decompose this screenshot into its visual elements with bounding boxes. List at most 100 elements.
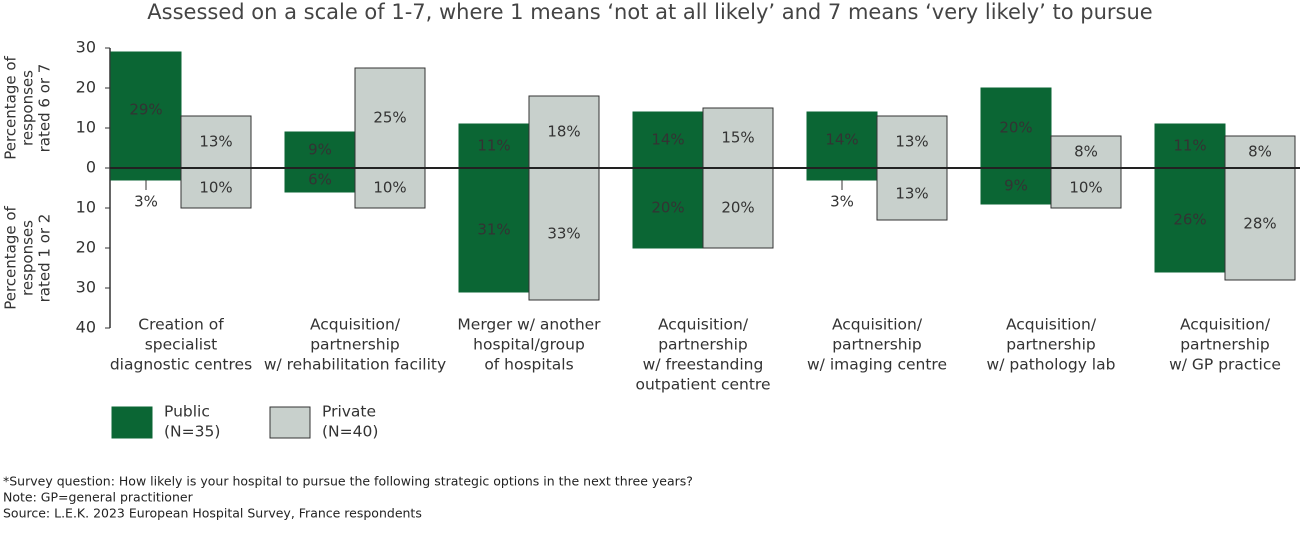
- value-label: 28%: [1243, 215, 1276, 233]
- value-label: 10%: [1069, 179, 1102, 197]
- x-tick-label: partnership: [310, 336, 400, 354]
- legend-label: (N=35): [164, 423, 220, 441]
- value-label: 29%: [129, 101, 162, 119]
- bar: [1050, 167, 1122, 209]
- y-tick-label: 20: [76, 238, 96, 257]
- bar: [284, 167, 356, 193]
- y-tick-label: 10: [76, 118, 96, 137]
- y-tick-label: 0: [86, 158, 96, 177]
- value-label: 10%: [373, 179, 406, 197]
- bar: [110, 167, 182, 181]
- y-axis-label: responses: [19, 220, 37, 296]
- value-label: 15%: [721, 129, 754, 147]
- value-label: 31%: [477, 221, 510, 239]
- value-label: 14%: [825, 131, 858, 149]
- bar: [458, 123, 530, 169]
- bar: [1154, 123, 1226, 169]
- bar: [354, 167, 426, 209]
- bar: [458, 167, 530, 293]
- bar: [806, 167, 878, 181]
- x-tick-label: w/ imaging centre: [807, 356, 947, 374]
- value-label: 25%: [373, 109, 406, 127]
- bar: [876, 167, 948, 221]
- x-tick-label: partnership: [1180, 336, 1270, 354]
- value-label: 13%: [895, 185, 928, 203]
- x-tick-label: partnership: [658, 336, 748, 354]
- bar: [284, 131, 356, 169]
- x-tick-label: Acquisition/: [1180, 316, 1271, 334]
- value-label: 13%: [199, 133, 232, 151]
- x-tick-label: w/ pathology lab: [987, 356, 1116, 374]
- footnote: Note: GP=general practitioner: [3, 490, 194, 505]
- value-label: 26%: [1173, 211, 1206, 229]
- x-tick-label: Acquisition/: [832, 316, 923, 334]
- legend-swatch: [111, 406, 153, 439]
- bar: [702, 107, 774, 169]
- x-tick-label: specialist: [145, 336, 218, 354]
- value-label: 13%: [895, 133, 928, 151]
- value-label: 20%: [651, 199, 684, 217]
- value-label: 11%: [1173, 137, 1206, 155]
- value-label: 3%: [134, 193, 158, 211]
- x-tick-label: hospital/group: [473, 336, 585, 354]
- bar: [1050, 135, 1122, 169]
- footnote: *Survey question: How likely is your hos…: [3, 474, 693, 489]
- legend-label: (N=40): [322, 423, 378, 441]
- bar: [806, 111, 878, 169]
- bar: [632, 167, 704, 249]
- legend-label: Public: [164, 403, 210, 421]
- x-tick-label: diagnostic centres: [110, 356, 252, 374]
- y-axis-label: rated 6 or 7: [36, 64, 54, 153]
- value-label: 3%: [830, 193, 854, 211]
- value-label: 20%: [721, 199, 754, 217]
- bar: [980, 167, 1052, 205]
- y-tick-label: 30: [76, 38, 96, 57]
- legend-swatch: [269, 406, 311, 439]
- value-label: 18%: [547, 123, 580, 141]
- value-label: 6%: [308, 171, 332, 189]
- y-axis-label: responses: [19, 70, 37, 146]
- value-label: 8%: [1248, 143, 1272, 161]
- x-tick-label: partnership: [832, 336, 922, 354]
- value-label: 8%: [1074, 143, 1098, 161]
- bar: [980, 87, 1052, 169]
- x-tick-label: partnership: [1006, 336, 1096, 354]
- bar: [632, 111, 704, 169]
- bar: [528, 95, 600, 169]
- x-tick-label: w/ GP practice: [1169, 356, 1281, 374]
- x-tick-label: w/ freestanding: [643, 356, 764, 374]
- bar: [528, 167, 600, 301]
- y-tick-label: 30: [76, 278, 96, 297]
- x-tick-label: Merger w/ another: [457, 316, 601, 334]
- value-label: 14%: [651, 131, 684, 149]
- legend-label: Private: [322, 403, 376, 421]
- x-tick-label: Acquisition/: [658, 316, 749, 334]
- footnote: Source: L.E.K. 2023 European Hospital Su…: [3, 506, 422, 521]
- y-tick-label: 10: [76, 198, 96, 217]
- value-label: 11%: [477, 137, 510, 155]
- value-label: 9%: [308, 141, 332, 159]
- bar: [354, 67, 426, 169]
- bar: [1154, 167, 1226, 273]
- x-tick-label: w/ rehabilitation facility: [264, 356, 446, 374]
- y-axis-label: Percentage of: [2, 205, 20, 309]
- bar: [702, 167, 774, 249]
- bar: [876, 115, 948, 169]
- x-tick-label: Creation of: [138, 316, 224, 334]
- y-tick-label: 20: [76, 78, 96, 97]
- x-tick-label: outpatient centre: [636, 376, 771, 394]
- y-tick-label: 40: [76, 318, 96, 337]
- bar: [110, 51, 182, 169]
- y-axis-label: rated 1 or 2: [36, 214, 54, 303]
- x-tick-label: of hospitals: [484, 356, 573, 374]
- y-axis-label: Percentage of: [2, 55, 20, 159]
- value-label: 10%: [199, 179, 232, 197]
- value-label: 9%: [1004, 177, 1028, 195]
- value-label: 33%: [547, 225, 580, 243]
- value-label: 20%: [999, 119, 1032, 137]
- bar: [180, 115, 252, 169]
- x-tick-label: Acquisition/: [1006, 316, 1097, 334]
- x-tick-label: Acquisition/: [310, 316, 401, 334]
- chart-title: Assessed on a scale of 1-7, where 1 mean…: [147, 0, 1152, 24]
